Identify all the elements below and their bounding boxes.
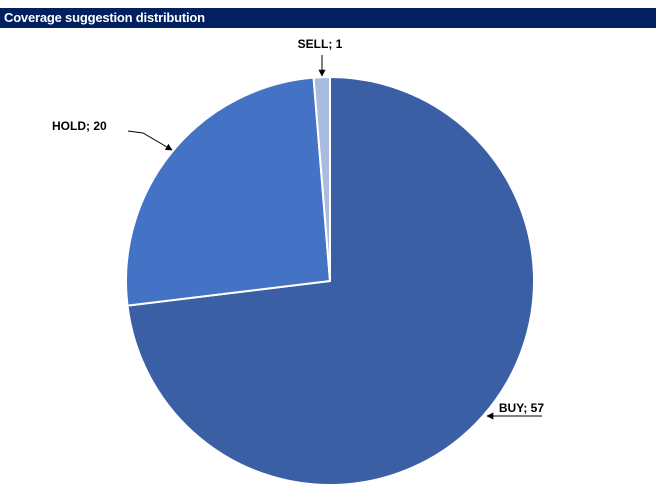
chart-title: Coverage suggestion distribution	[4, 10, 205, 25]
pie-slices	[125, 75, 536, 486]
pie-slice-hold	[125, 76, 331, 307]
chart-title-bar: Coverage suggestion distribution	[0, 8, 656, 28]
data-label-sell: SELL; 1	[298, 37, 343, 51]
leader-lines	[127, 55, 542, 420]
leader-line-hold	[127, 130, 173, 151]
data-labels: BUY; 57 HOLD; 20 SELL; 1	[52, 37, 544, 415]
pie-slice-sell	[312, 75, 331, 282]
data-label-hold: HOLD; 20	[52, 119, 107, 133]
data-label-buy: BUY; 57	[499, 401, 544, 415]
